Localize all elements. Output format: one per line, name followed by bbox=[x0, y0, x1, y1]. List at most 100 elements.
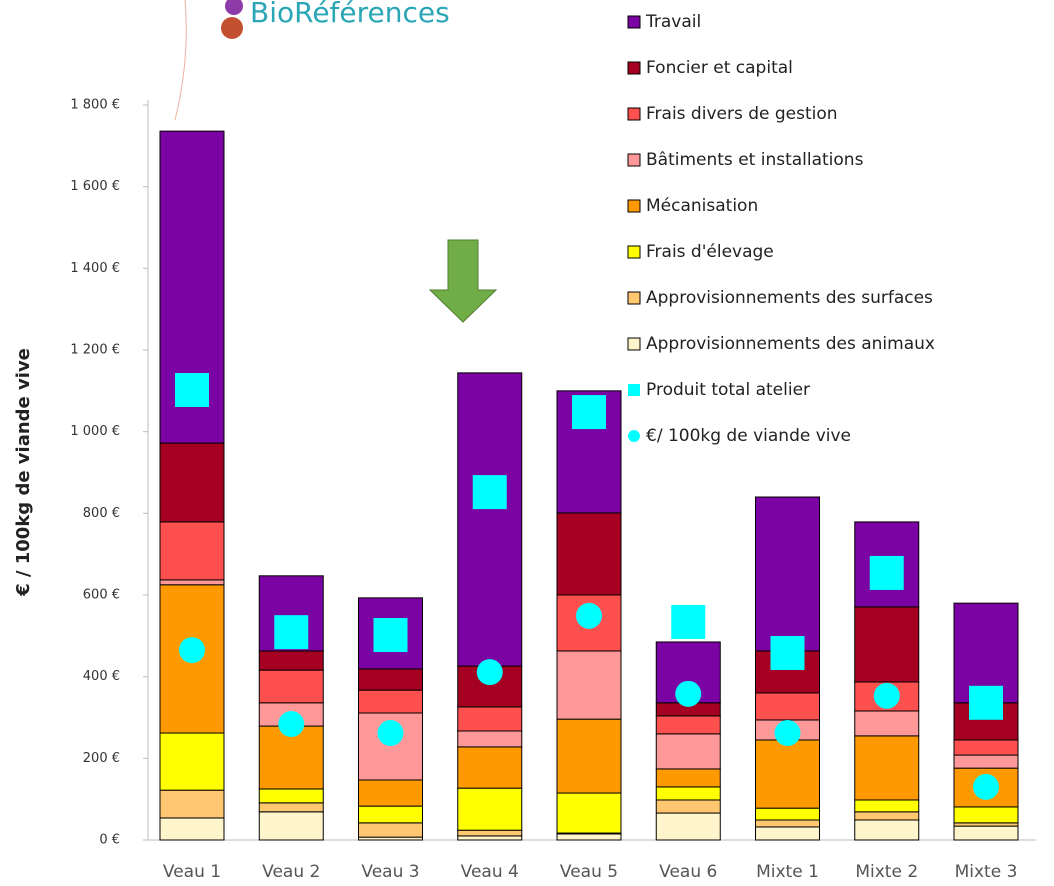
bar-segment bbox=[359, 690, 423, 713]
y-tick-label: 1 400 € bbox=[70, 261, 120, 276]
bar-segment bbox=[359, 823, 423, 837]
bar-segment bbox=[259, 803, 323, 812]
y-tick-label: 1 200 € bbox=[70, 343, 120, 358]
bar-segment bbox=[954, 740, 1018, 755]
bar-segment bbox=[855, 711, 919, 736]
bar-segment bbox=[855, 736, 919, 800]
bar-segment bbox=[458, 788, 522, 830]
y-tick-label: 1 600 € bbox=[70, 179, 120, 194]
x-tick-label: Mixte 3 bbox=[955, 862, 1018, 882]
legend-label: Approvisionnements des animaux bbox=[646, 334, 935, 354]
legend-swatch bbox=[628, 154, 640, 166]
bar-segment bbox=[656, 800, 720, 813]
x-tick-label: Veau 6 bbox=[659, 862, 717, 882]
marker-circle bbox=[973, 774, 999, 800]
bar-segment bbox=[656, 734, 720, 769]
bar-segment bbox=[855, 820, 919, 840]
y-tick-label: 600 € bbox=[83, 588, 120, 603]
bar-segment bbox=[259, 812, 323, 840]
bar-segment bbox=[557, 719, 621, 793]
bar-segment bbox=[557, 834, 621, 840]
bar-segment bbox=[458, 830, 522, 836]
bar-segment bbox=[756, 820, 820, 827]
x-tick-label: Veau 4 bbox=[461, 862, 519, 882]
bar-segment bbox=[160, 818, 224, 840]
bar-segment bbox=[160, 790, 224, 818]
legend-label: Approvisionnements des surfaces bbox=[646, 288, 933, 308]
bar-segment bbox=[855, 607, 919, 682]
bar-segment bbox=[259, 651, 323, 670]
bar-segment bbox=[259, 789, 323, 803]
bar-segment bbox=[756, 740, 820, 808]
x-tick-label: Veau 5 bbox=[560, 862, 618, 882]
bar-segment bbox=[656, 813, 720, 840]
bar-segment bbox=[557, 651, 621, 719]
legend-label: Produit total atelier bbox=[646, 380, 810, 400]
marker-circle bbox=[378, 720, 404, 746]
marker-square bbox=[671, 605, 705, 639]
bar-segment bbox=[458, 707, 522, 731]
legend-label: Bâtiments et installations bbox=[646, 150, 864, 170]
x-tick-label: Veau 3 bbox=[361, 862, 419, 882]
bar-segment bbox=[855, 812, 919, 820]
bar-segment bbox=[458, 373, 522, 666]
bar-segment bbox=[458, 747, 522, 788]
bar-segment bbox=[656, 787, 720, 800]
bar-segment bbox=[557, 513, 621, 595]
marker-circle bbox=[874, 683, 900, 709]
marker-square bbox=[274, 615, 308, 649]
bar-segment bbox=[656, 716, 720, 734]
legend-label: Frais divers de gestion bbox=[646, 104, 838, 124]
arrow bbox=[430, 240, 496, 322]
legend-label: €/ 100kg de viande vive bbox=[646, 426, 851, 446]
bar-segment bbox=[160, 733, 224, 790]
legend-swatch bbox=[628, 16, 640, 28]
marker-square bbox=[870, 556, 904, 590]
bar-segment bbox=[557, 793, 621, 833]
y-tick-label: 1 800 € bbox=[70, 98, 120, 113]
bar-segment bbox=[359, 806, 423, 823]
marker-circle bbox=[278, 711, 304, 737]
bar-segment bbox=[259, 670, 323, 703]
bar-segment bbox=[359, 669, 423, 690]
bar-segment bbox=[458, 836, 522, 840]
legend-swatch bbox=[628, 200, 640, 212]
y-tick-label: 400 € bbox=[83, 669, 120, 684]
marker-square bbox=[374, 618, 408, 652]
bar-segment bbox=[160, 522, 224, 580]
legend-swatch bbox=[628, 246, 640, 258]
bar-segment bbox=[756, 808, 820, 820]
legend-label: Travail bbox=[645, 12, 701, 32]
legend-label: Foncier et capital bbox=[646, 58, 793, 78]
bar-segment bbox=[458, 731, 522, 747]
logo: BioRéférences bbox=[250, 0, 450, 29]
x-tick-label: Mixte 1 bbox=[756, 862, 819, 882]
legend-label: Frais d'élevage bbox=[646, 242, 774, 262]
bar-segment bbox=[954, 755, 1018, 768]
legend-swatch bbox=[628, 430, 640, 442]
bar-segment bbox=[160, 580, 224, 585]
marker-square bbox=[572, 395, 606, 429]
logo-icon bbox=[221, 17, 243, 39]
marker-square bbox=[175, 373, 209, 407]
y-tick-label: 200 € bbox=[83, 751, 120, 766]
x-tick-label: Veau 1 bbox=[163, 862, 221, 882]
bar-segment bbox=[756, 693, 820, 720]
marker-circle bbox=[179, 637, 205, 663]
bar-segment bbox=[855, 800, 919, 812]
logo-icon bbox=[225, 0, 243, 15]
marker-circle bbox=[675, 681, 701, 707]
marker-square bbox=[473, 475, 507, 509]
y-tick-label: 0 € bbox=[99, 833, 120, 848]
legend-label: Mécanisation bbox=[646, 196, 758, 216]
x-tick-label: Mixte 2 bbox=[855, 862, 918, 882]
legend-swatch bbox=[628, 62, 640, 74]
legend-swatch bbox=[628, 108, 640, 120]
y-axis-title: € / 100kg de viande vive bbox=[13, 348, 34, 597]
marker-square bbox=[969, 686, 1003, 720]
marker-circle bbox=[477, 659, 503, 685]
bar-segment bbox=[359, 780, 423, 806]
marker-circle bbox=[576, 603, 602, 629]
legend-swatch bbox=[628, 338, 640, 350]
y-tick-label: 800 € bbox=[83, 506, 120, 521]
